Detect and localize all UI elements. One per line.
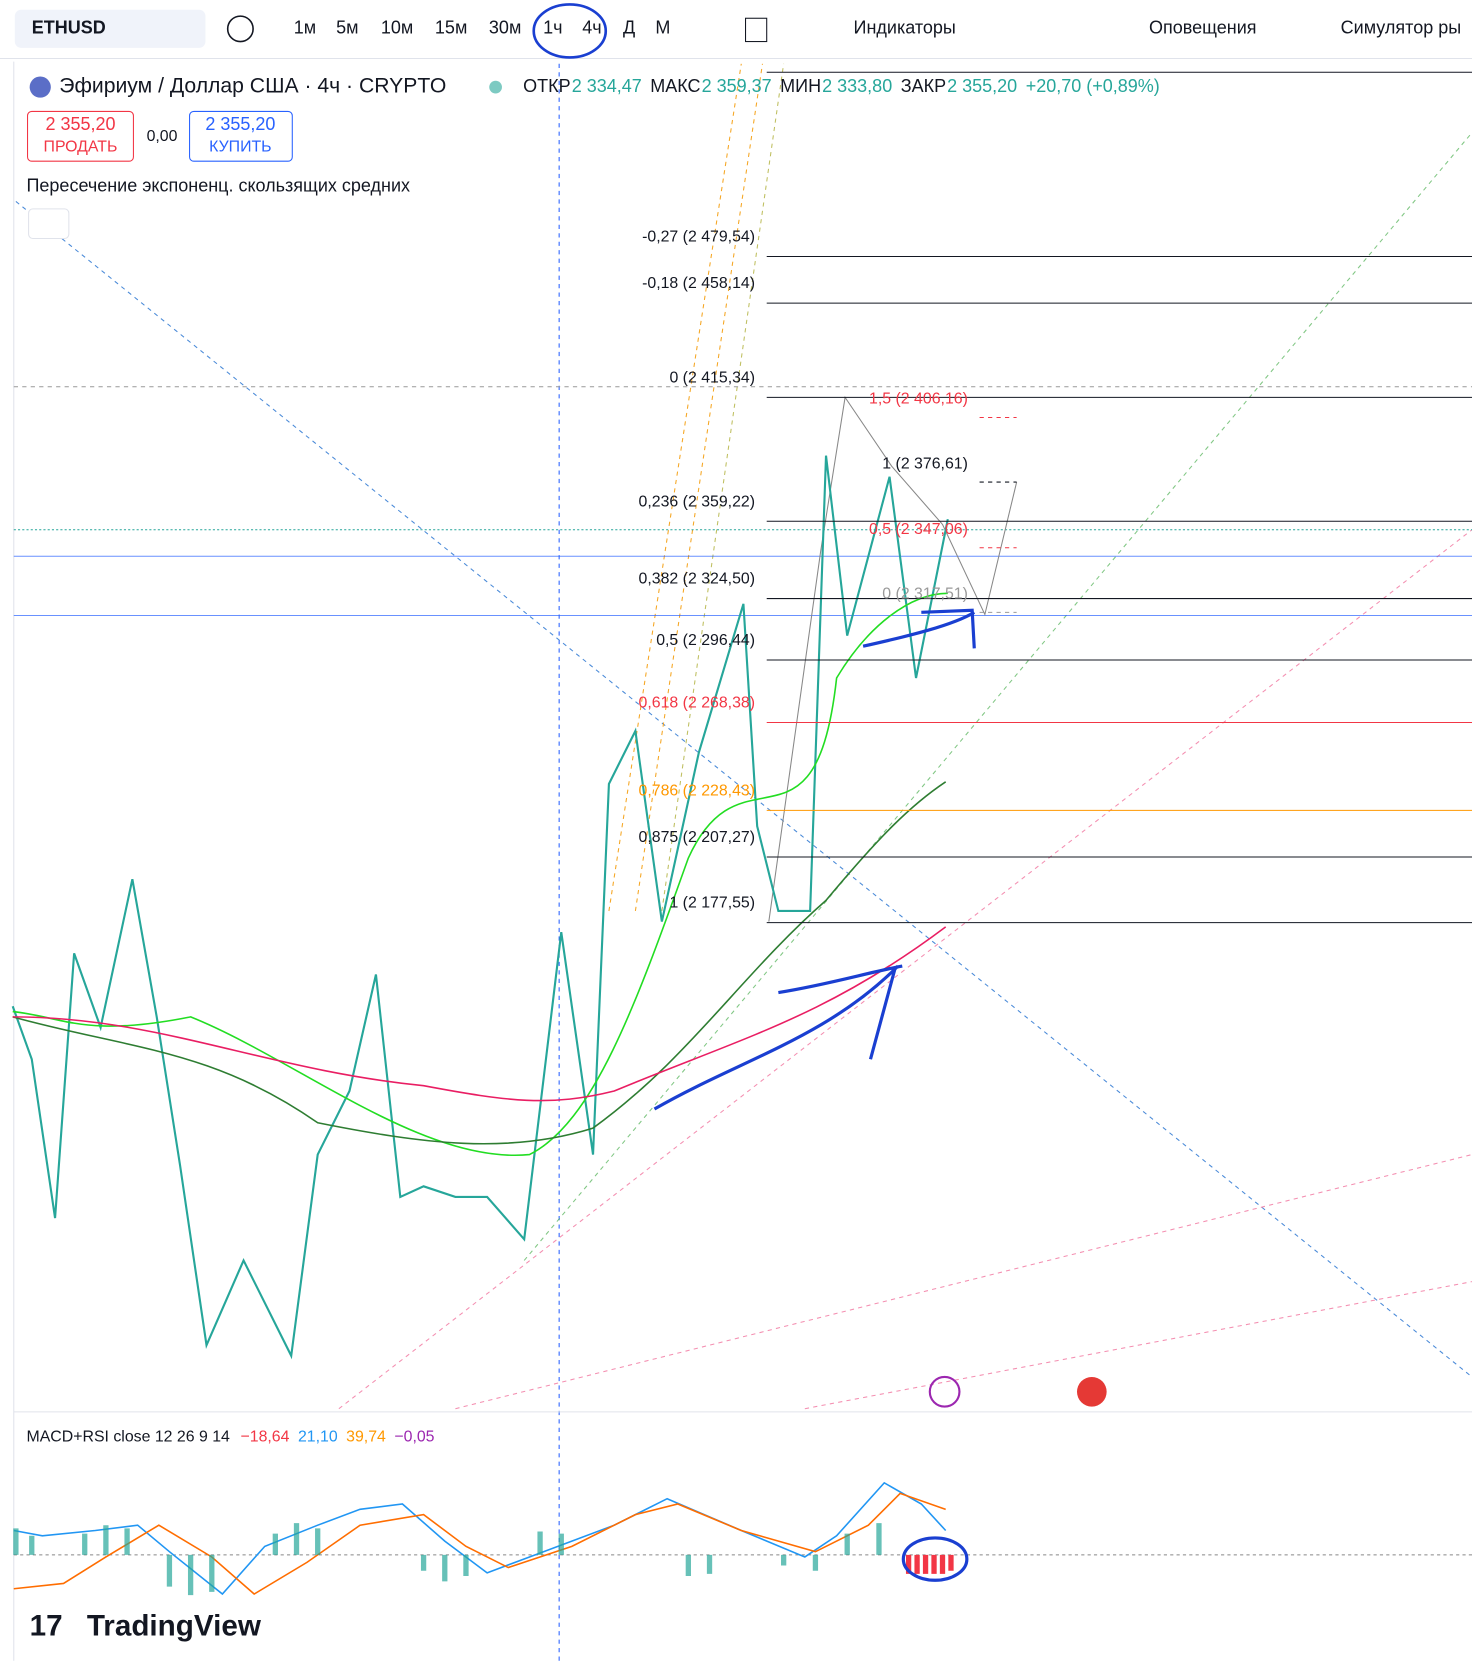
interval[interactable]: 15м [435, 18, 467, 38]
fib-extension-label: 0 (2 317,51) [882, 586, 968, 603]
symbol-box[interactable] [14, 9, 206, 48]
fib-label: 0 (2 415,34) [669, 369, 755, 386]
macd-value: 39,74 [346, 1428, 386, 1445]
fib-label: 0,236 (2 359,22) [639, 493, 756, 510]
interval[interactable]: 5м [336, 18, 358, 38]
indicators[interactable]: Индикаторы [854, 18, 956, 38]
annotation-circle [532, 3, 608, 59]
fib-label: -0,27 (2 479,54) [642, 229, 755, 246]
ohlc-high-label: МАКС [650, 76, 700, 96]
macd-value: 21,10 [298, 1428, 338, 1445]
buy-label[interactable]: КУПИТЬ [209, 139, 271, 156]
ohlc-open: 2 334,47 [572, 76, 642, 96]
sell-price[interactable]: 2 355,20 [45, 114, 115, 134]
add-symbol[interactable] [226, 15, 254, 43]
chart-type[interactable] [745, 17, 768, 43]
event-icon[interactable] [928, 1375, 961, 1408]
interval[interactable]: М [655, 18, 670, 38]
macd-lines [13, 1481, 969, 1596]
replay[interactable]: Симулятор ры [1341, 18, 1462, 38]
ohlc-high: 2 359,37 [702, 76, 772, 96]
logo: TradingView [87, 1610, 262, 1643]
sell-button[interactable] [27, 110, 134, 162]
macd-title: MACD+RSI close 12 26 9 14 [26, 1428, 230, 1445]
eth-icon [29, 76, 51, 98]
toolbar [0, 0, 1472, 59]
macd-value: −18,64 [240, 1428, 289, 1445]
macd-value: −0,05 [394, 1428, 434, 1445]
indicator-title: Пересечение экспоненц. скользящих средни… [26, 175, 410, 195]
ohlc-open-label: ОТКР [523, 76, 571, 96]
status-dot [489, 80, 502, 94]
drawings [11, 63, 1472, 1661]
fib-extension-label: 1,5 (2 406,16) [869, 391, 968, 408]
fib-extension-label: 1 (2 376,61) [882, 455, 968, 472]
ohlc-low-label: МИН [780, 76, 821, 96]
logo-mark: 17 [30, 1610, 63, 1643]
alerts[interactable]: Оповещения [1149, 18, 1257, 38]
fib-label: -0,18 (2 458,14) [642, 275, 755, 292]
ohlc-close-label: ЗАКР [901, 76, 946, 96]
symbol[interactable]: ETHUSD [32, 18, 106, 38]
fib-label: 0,875 (2 207,27) [639, 829, 756, 846]
sell-label[interactable]: ПРОДАТЬ [44, 139, 118, 156]
ohlc-change: +20,70 (+0,89%) [1026, 76, 1160, 96]
buy-price[interactable]: 2 355,20 [205, 114, 275, 134]
spread: 0,00 [147, 128, 178, 145]
fib-label: 0,5 (2 296,44) [656, 632, 755, 649]
interval[interactable]: 1ч [543, 18, 562, 38]
interval[interactable]: 4ч [582, 18, 601, 38]
collapse[interactable] [28, 208, 70, 240]
fib-label: 0,618 (2 268,38) [639, 695, 756, 712]
fib-label: 0,382 (2 324,50) [639, 571, 756, 588]
fib-label: 0,786 (2 228,43) [639, 783, 756, 800]
ohlc-close: 2 355,20 [947, 76, 1017, 96]
fib-label: 1 (2 177,55) [669, 895, 755, 912]
flag-icon[interactable] [1076, 1376, 1107, 1407]
interval[interactable]: 1м [294, 18, 316, 38]
buy-button[interactable] [189, 110, 293, 162]
fib-extension-label: 0,5 (2 347,06) [869, 521, 968, 538]
interval[interactable]: 30м [489, 18, 521, 38]
interval[interactable]: 10м [381, 18, 413, 38]
legend-title: Эфириум / Доллар США · 4ч · CRYPTO [59, 75, 446, 98]
interval[interactable]: Д [623, 18, 635, 38]
ohlc-low: 2 333,80 [822, 76, 892, 96]
